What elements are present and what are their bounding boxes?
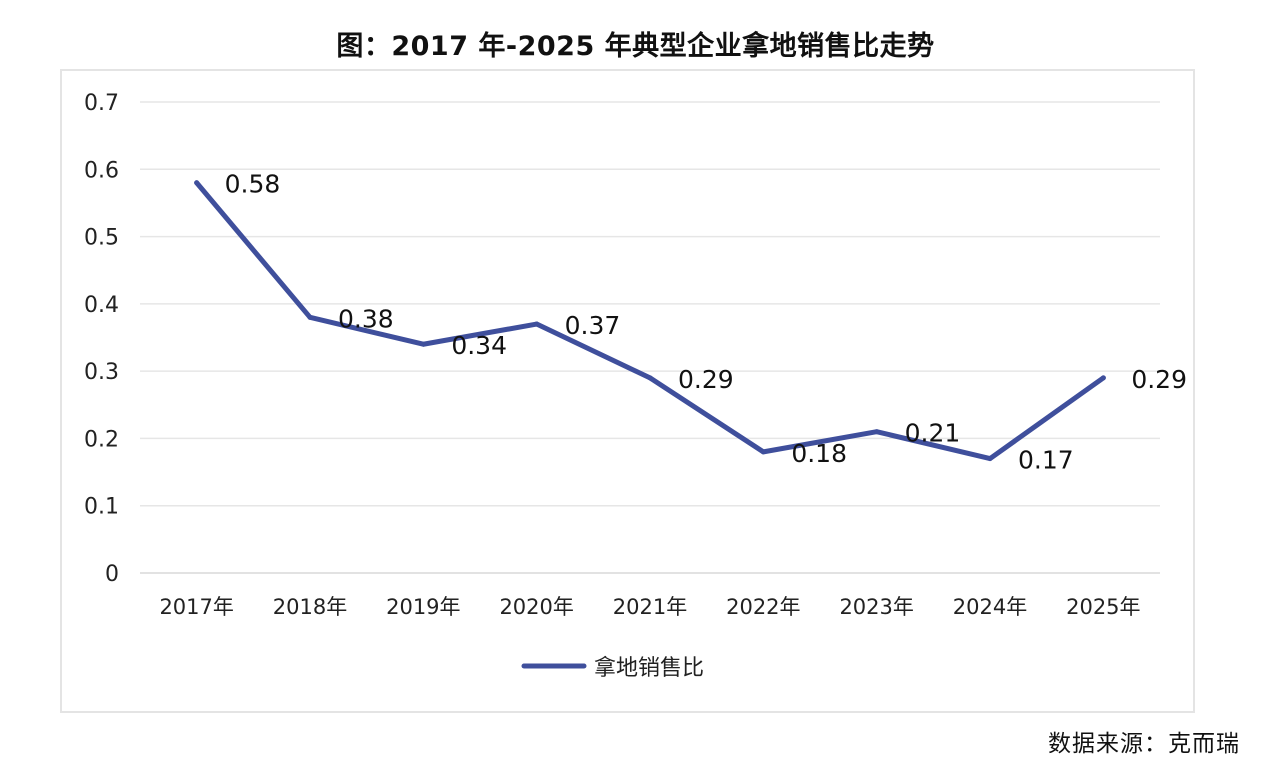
data-label: 0.38 xyxy=(338,304,394,333)
source-note: 数据来源：克而瑞 xyxy=(1048,731,1240,757)
data-point xyxy=(194,180,200,186)
data-point xyxy=(987,456,993,462)
x-tick-label: 2024年 xyxy=(953,595,1027,619)
data-label: 0.18 xyxy=(791,439,847,468)
data-label: 0.58 xyxy=(225,170,281,199)
x-axis-ticks: 2017年 2018年 2019年 2020年 2021年 2022年 2023年 2024年… xyxy=(159,595,1140,619)
y-tick-label: 0.7 xyxy=(84,91,119,116)
legend-label: 拿地销售比 xyxy=(594,655,704,681)
data-label: 0.29 xyxy=(678,365,734,394)
x-tick-label: 2023年 xyxy=(839,595,913,619)
data-label: 0.17 xyxy=(1018,446,1074,475)
series-layer xyxy=(194,180,1106,462)
data-point xyxy=(1100,375,1106,381)
x-tick-label: 2025年 xyxy=(1066,595,1140,619)
chart-frame xyxy=(60,69,1195,713)
y-tick-label: 0.2 xyxy=(84,427,119,452)
data-point xyxy=(760,449,766,455)
x-tick-label: 2020年 xyxy=(499,595,573,619)
grid-lines xyxy=(140,101,1160,574)
data-label: 0.21 xyxy=(905,419,961,448)
y-tick-label: 0.1 xyxy=(84,495,119,520)
data-point xyxy=(307,314,313,320)
data-point xyxy=(874,429,880,435)
data-point xyxy=(534,321,540,327)
y-tick-label: 0.5 xyxy=(84,226,119,251)
x-tick-label: 2017年 xyxy=(159,595,233,619)
x-tick-label: 2021年 xyxy=(613,595,687,619)
series-line xyxy=(194,180,1106,462)
x-tick-label: 2019年 xyxy=(386,595,460,619)
data-point xyxy=(420,341,426,347)
data-label: 0.29 xyxy=(1131,365,1187,394)
y-tick-label: 0.3 xyxy=(84,360,119,385)
x-tick-label: 2018年 xyxy=(273,595,347,619)
data-point xyxy=(647,375,653,381)
chart-title: 图：2017 年-2025 年典型企业拿地销售比走势 xyxy=(336,31,935,62)
data-label: 0.34 xyxy=(451,331,507,360)
y-tick-label: 0 xyxy=(105,562,119,587)
y-axis-ticks: 0 0.1 0.2 0.3 0.4 0.5 0.6 0.7 xyxy=(84,91,119,587)
data-label: 0.37 xyxy=(565,311,621,340)
legend: 拿地销售比 xyxy=(521,655,704,681)
data-labels: 0.58 0.38 0.34 0.37 0.29 0.18 0.21 0.17 0.29 xyxy=(225,170,1187,475)
y-tick-label: 0.4 xyxy=(84,293,119,318)
y-tick-label: 0.6 xyxy=(84,158,119,183)
x-tick-label: 2022年 xyxy=(726,595,800,619)
